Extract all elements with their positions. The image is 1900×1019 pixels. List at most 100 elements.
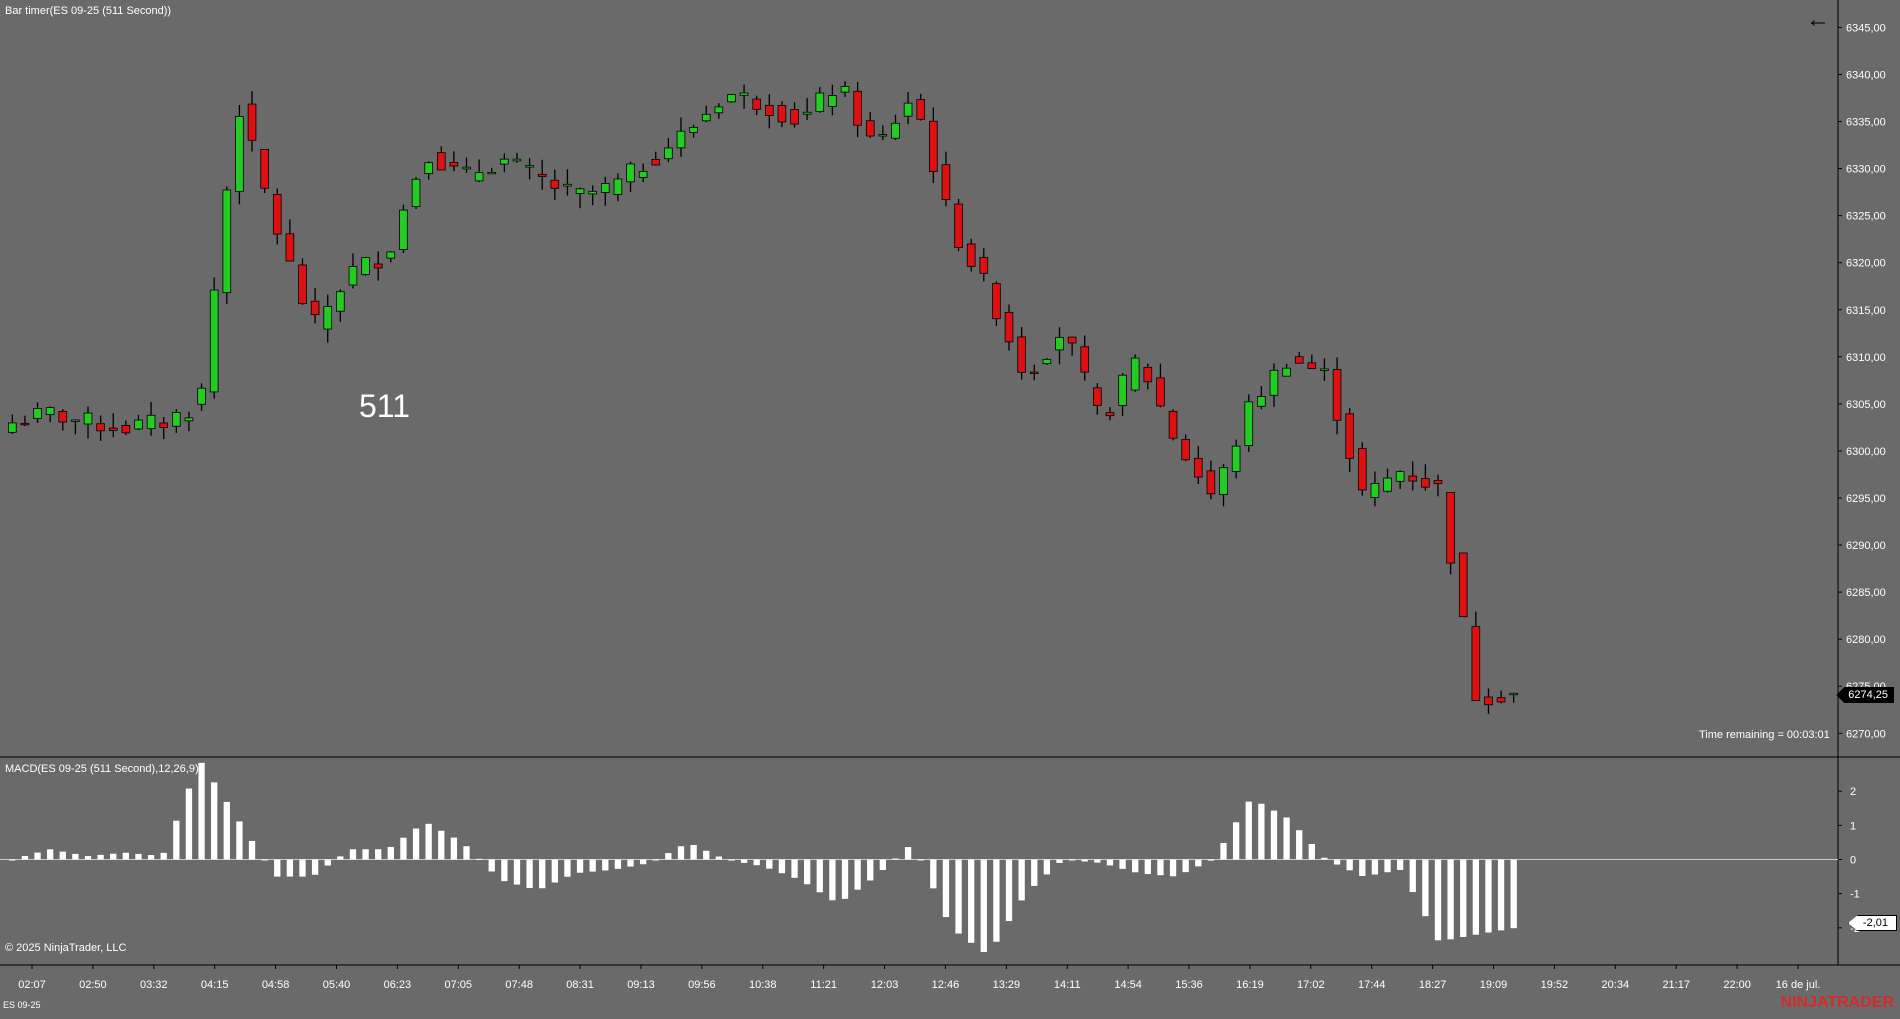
candle-down [1030, 372, 1038, 374]
candle-down [1421, 479, 1429, 488]
candle-up [892, 123, 900, 138]
macd-histogram-bar [1094, 860, 1100, 863]
macd-histogram-bar [236, 821, 242, 859]
time-tick-label: 04:58 [262, 979, 290, 991]
macd-histogram-bar [1460, 860, 1466, 938]
candle-up [841, 86, 849, 92]
macd-histogram-bar [539, 860, 545, 889]
macd-histogram-bar [1233, 822, 1239, 859]
candle-down [1106, 413, 1114, 416]
arrow-left-icon[interactable]: ← [1806, 6, 1830, 34]
time-remaining-label: Time remaining = 00:03:01 [1699, 729, 1830, 741]
macd-histogram-bar [627, 860, 633, 867]
price-tick-label: 6290,00 [1846, 540, 1886, 552]
macd-histogram-bar [388, 847, 394, 860]
time-tick-label: 19:52 [1541, 979, 1569, 991]
macd-histogram-bar [867, 860, 873, 881]
candle-up [172, 413, 180, 427]
macd-histogram-bar [564, 860, 570, 877]
macd-histogram-bar [779, 860, 785, 874]
candle-up [513, 159, 521, 161]
instrument-tab[interactable]: ES 09-25 [3, 1000, 41, 1010]
candle-up [1371, 483, 1379, 497]
price-tick-label: 6320,00 [1846, 258, 1886, 270]
candle-down [286, 234, 294, 261]
candle-down [1459, 553, 1467, 617]
macd-tick-label: 2 [1850, 786, 1856, 798]
macd-histogram-bar [1498, 860, 1504, 931]
candle-down [551, 180, 559, 188]
time-tick-label: 02:50 [79, 979, 107, 991]
candle-down [1093, 388, 1101, 406]
macd-histogram-bar [981, 860, 987, 952]
candle-down [1333, 370, 1341, 421]
candle-up [828, 96, 836, 107]
macd-histogram-bar [526, 860, 532, 889]
macd-histogram-bar [1208, 860, 1214, 861]
macd-histogram-bar [728, 860, 734, 861]
macd-histogram-bar [766, 860, 772, 869]
candle-up [715, 107, 723, 113]
candle-up [564, 184, 572, 186]
candle-up [135, 420, 143, 429]
macd-histogram-bar [1321, 858, 1327, 860]
macd-histogram-bar [665, 853, 671, 859]
macd-histogram-bar [375, 849, 381, 859]
macd-histogram-bar [325, 860, 331, 866]
candle-down [437, 153, 445, 170]
macd-histogram-bar [1145, 860, 1151, 875]
candle-down [980, 257, 988, 273]
bar-period-label: 511 [359, 388, 410, 425]
price-tick-label: 6270,00 [1846, 728, 1886, 740]
candle-down [1081, 347, 1089, 372]
candle-down [1497, 698, 1505, 702]
main-panel-title: Bar timer(ES 09-25 (511 Second)) [5, 5, 171, 17]
price-tick-label: 6340,00 [1846, 69, 1886, 81]
macd-histogram-bar [1271, 811, 1277, 860]
macd-histogram-bar [829, 860, 835, 901]
macd-histogram-bar [350, 849, 356, 859]
macd-panel-title: MACD(ES 09-25 (511 Second),12,26,9) [5, 763, 199, 775]
time-tick-label: 19:09 [1480, 979, 1508, 991]
time-tick-label: 03:32 [140, 979, 168, 991]
time-tick-label: 12:03 [871, 979, 899, 991]
macd-histogram-bar [1435, 860, 1441, 941]
time-tick-label: 04:15 [201, 979, 229, 991]
macd-histogram-bar [501, 860, 507, 882]
candle-down [992, 284, 1000, 319]
candle-down [1308, 363, 1316, 369]
candle-up [500, 159, 508, 164]
candle-up [210, 290, 218, 392]
macd-histogram-bar [1082, 860, 1088, 862]
macd-histogram-bar [489, 860, 495, 872]
macd-tick-label: 1 [1850, 820, 1856, 832]
price-tick-label: 6335,00 [1846, 117, 1886, 129]
macd-histogram-bar [312, 860, 318, 875]
macd-histogram-bar [1006, 860, 1012, 922]
macd-histogram-bar [34, 853, 40, 860]
candle-down [248, 104, 256, 140]
price-tick-label: 6305,00 [1846, 399, 1886, 411]
candle-up [425, 163, 433, 174]
candle-up [1131, 358, 1139, 390]
macd-histogram-bar [1258, 804, 1264, 860]
candle-down [765, 105, 773, 115]
candle-down [450, 162, 458, 166]
time-tick-label: 16 de jul. [1776, 979, 1821, 991]
candle-down [1194, 458, 1202, 477]
macd-histogram-bar [287, 860, 293, 877]
candle-up [614, 179, 622, 194]
candle-up [235, 116, 243, 191]
macd-histogram-bar [47, 849, 53, 859]
macd-histogram-bar [1511, 860, 1517, 929]
candle-up [324, 306, 332, 329]
macd-histogram-bar [1170, 860, 1176, 877]
candle-up [349, 267, 357, 285]
candle-up [601, 183, 609, 192]
macd-histogram-bar [842, 860, 848, 899]
time-tick-label: 07:05 [445, 979, 473, 991]
candle-down [311, 301, 319, 314]
macd-histogram-bar [1372, 860, 1378, 875]
macd-histogram-bar [60, 852, 66, 860]
